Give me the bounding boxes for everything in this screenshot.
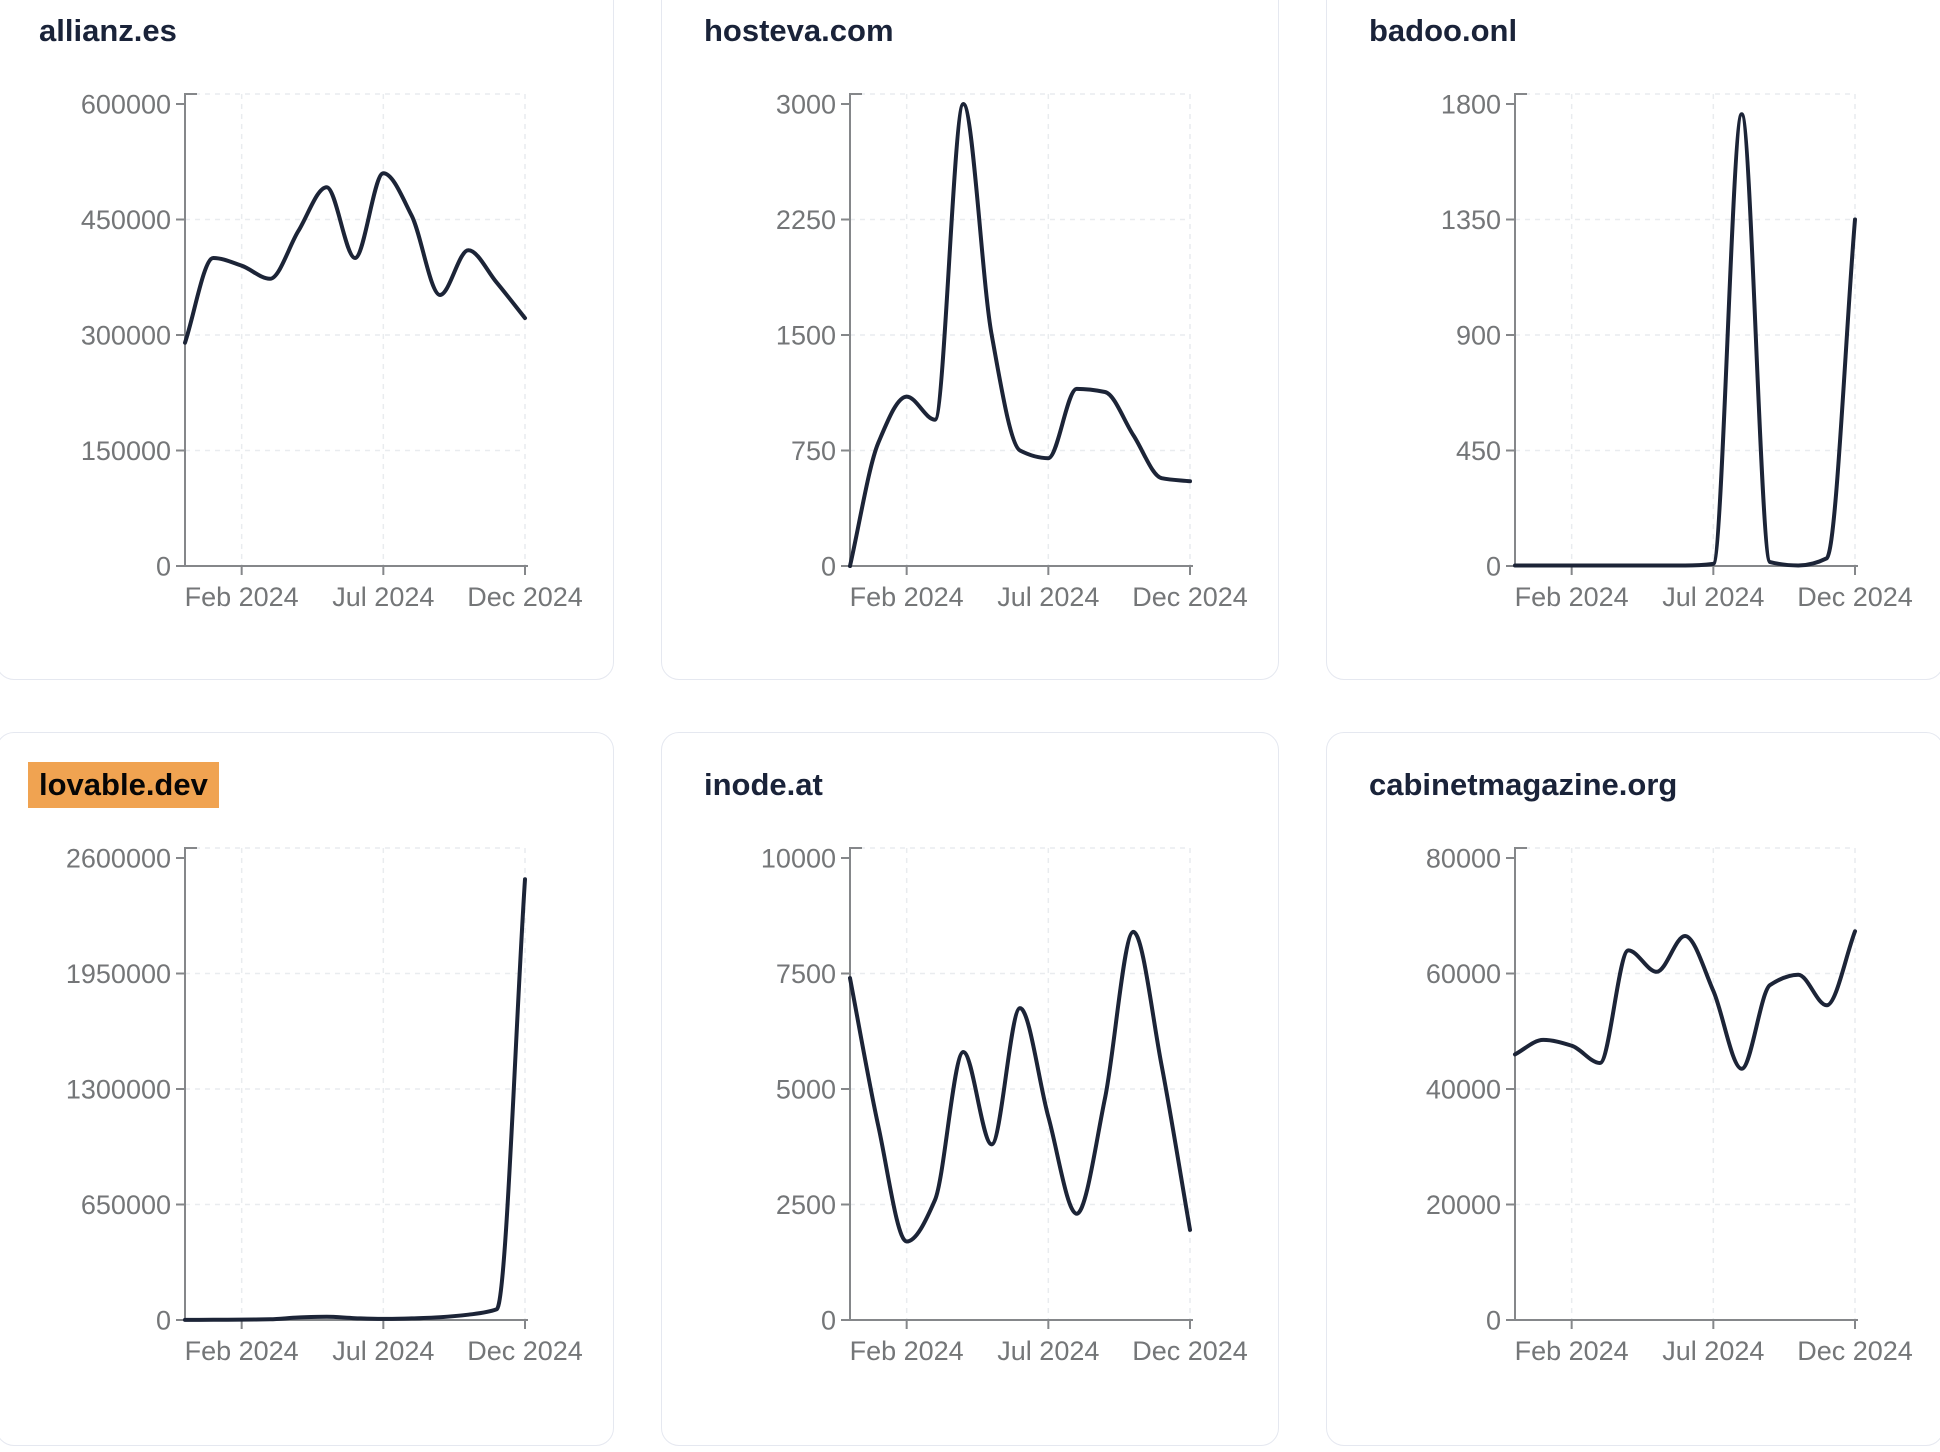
chart-title: hosteva.com [704,13,894,48]
svg-text:Dec 2024: Dec 2024 [467,1336,583,1366]
svg-text:900: 900 [1456,321,1501,351]
svg-text:60000: 60000 [1426,959,1501,989]
line-chart: 1800 1350 900 450 0 Feb 2024 Jul 2024 Dec 2024 [1327,49,1940,629]
svg-text:5000: 5000 [776,1075,836,1105]
svg-text:Jul 2024: Jul 2024 [1662,1336,1764,1366]
chart-title: allianz.es [39,13,177,48]
svg-text:150000: 150000 [81,436,171,466]
line-chart: 80000 60000 40000 20000 0 Feb 2024 Jul 2024 Dec… [1327,803,1940,1383]
chart-card-allianz-es[interactable]: allianz.es 600000 450000 300000 150000 0 Feb … [0,0,614,680]
svg-text:1350: 1350 [1441,205,1501,235]
svg-text:Jul 2024: Jul 2024 [1662,582,1764,612]
svg-text:0: 0 [1486,552,1501,582]
svg-text:Jul 2024: Jul 2024 [332,1336,434,1366]
chart-title: inode.at [704,767,823,802]
svg-text:750: 750 [791,436,836,466]
chart-card-hosteva-com[interactable]: hosteva.com 3000 2250 1500 750 0 Feb 2024 Jul … [661,0,1279,680]
svg-text:300000: 300000 [81,321,171,351]
chart-title: badoo.onl [1369,13,1518,48]
svg-text:2500: 2500 [776,1190,836,1220]
line-chart: 3000 2250 1500 750 0 Feb 2024 Jul 2024 Dec 2024 [662,49,1280,629]
svg-text:0: 0 [156,1306,171,1336]
svg-text:0: 0 [821,1306,836,1336]
chart-title: cabinetmagazine.org [1369,767,1678,802]
svg-text:1300000: 1300000 [66,1075,171,1105]
svg-text:Feb 2024: Feb 2024 [185,1336,299,1366]
chart-card-badoo-onl[interactable]: badoo.onl 1800 1350 900 450 0 Feb 2024 Jul 202… [1326,0,1940,680]
svg-text:1500: 1500 [776,321,836,351]
svg-text:0: 0 [156,552,171,582]
svg-text:0: 0 [821,552,836,582]
svg-text:650000: 650000 [81,1190,171,1220]
line-chart: 10000 7500 5000 2500 0 Feb 2024 Jul 2024 Dec 20… [662,803,1280,1383]
chart-card-lovable-dev[interactable]: lovable.dev 2600000 1950000 1300000 650000 0… [0,732,614,1446]
svg-text:600000: 600000 [81,90,171,120]
svg-text:1800: 1800 [1441,90,1501,120]
svg-text:Jul 2024: Jul 2024 [332,582,434,612]
svg-text:Feb 2024: Feb 2024 [1515,582,1629,612]
chart-title-highlighted: lovable.dev [28,762,219,808]
chart-card-cabinetmagazine-org[interactable]: cabinetmagazine.org 80000 60000 40000 20000… [1326,732,1940,1446]
chart-card-inode-at[interactable]: inode.at 10000 7500 5000 2500 0 Feb 2024 Jul 2… [661,732,1279,1446]
svg-text:Dec 2024: Dec 2024 [1132,1336,1248,1366]
svg-text:80000: 80000 [1426,844,1501,874]
line-chart: 600000 450000 300000 150000 0 Feb 2024 Jul 202… [0,49,615,629]
svg-text:Feb 2024: Feb 2024 [850,582,964,612]
svg-text:Feb 2024: Feb 2024 [185,582,299,612]
svg-text:450000: 450000 [81,205,171,235]
svg-text:2250: 2250 [776,205,836,235]
svg-text:3000: 3000 [776,90,836,120]
svg-text:2600000: 2600000 [66,844,171,874]
svg-text:450: 450 [1456,436,1501,466]
svg-text:Jul 2024: Jul 2024 [997,1336,1099,1366]
svg-text:Dec 2024: Dec 2024 [1797,1336,1913,1366]
svg-text:Dec 2024: Dec 2024 [1797,582,1913,612]
svg-text:0: 0 [1486,1306,1501,1336]
svg-text:7500: 7500 [776,959,836,989]
line-chart: 2600000 1950000 1300000 650000 0 Feb 2024 Jul … [0,803,615,1383]
svg-text:Dec 2024: Dec 2024 [467,582,583,612]
svg-text:20000: 20000 [1426,1190,1501,1220]
svg-text:Jul 2024: Jul 2024 [997,582,1099,612]
svg-text:Feb 2024: Feb 2024 [1515,1336,1629,1366]
svg-text:40000: 40000 [1426,1075,1501,1105]
svg-text:Dec 2024: Dec 2024 [1132,582,1248,612]
svg-text:Feb 2024: Feb 2024 [850,1336,964,1366]
svg-text:1950000: 1950000 [66,959,171,989]
svg-text:10000: 10000 [761,844,836,874]
